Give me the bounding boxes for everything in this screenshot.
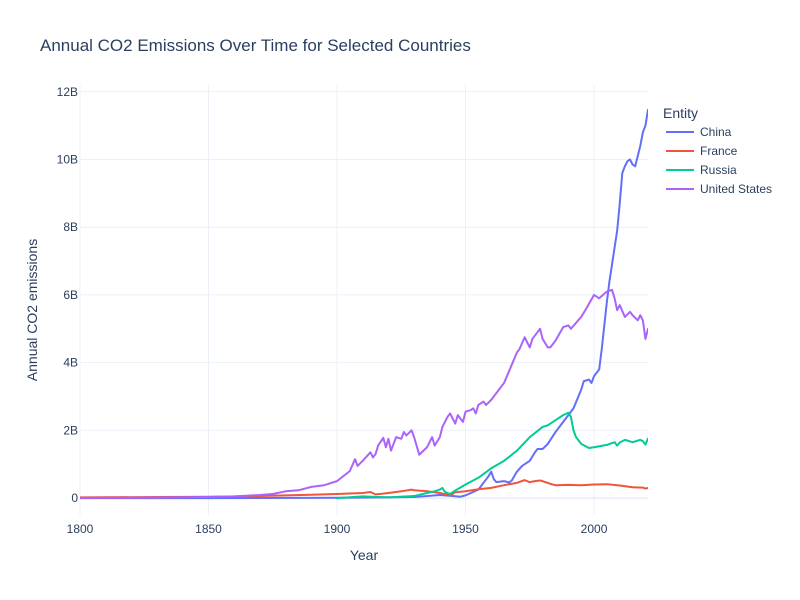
legend-item-france[interactable]: France [666, 144, 738, 158]
y-tick-label: 4B [63, 356, 78, 370]
series-line-united-states[interactable] [80, 288, 648, 499]
y-tick-label: 10B [57, 152, 78, 166]
y-tick-label: 8B [63, 220, 78, 234]
legend[interactable]: Entity China France Russia United States [663, 105, 772, 196]
legend-label: United States [700, 182, 772, 196]
y-tick-label: 12B [57, 85, 78, 99]
series-line-france[interactable] [80, 479, 648, 499]
y-tick-label: 2B [63, 423, 78, 437]
legend-label: France [700, 144, 738, 158]
x-tick-label: 1850 [195, 522, 222, 536]
legend-item-russia[interactable]: Russia [666, 163, 737, 177]
y-axis: 0 2B 4B 6B 8B 10B 12B [57, 85, 79, 505]
legend-label: China [700, 125, 732, 139]
y-tick-label: 6B [63, 288, 78, 302]
plot-area[interactable] [80, 108, 648, 500]
chart-title: Annual CO2 Emissions Over Time for Selec… [40, 36, 471, 55]
legend-item-united-states[interactable]: United States [666, 182, 772, 196]
legend-title: Entity [663, 105, 698, 121]
series-line-china[interactable] [80, 108, 648, 500]
x-tick-label: 1950 [452, 522, 479, 536]
x-axis: 1800 1850 1900 1950 2000 [67, 522, 608, 536]
x-axis-title: Year [350, 547, 379, 563]
x-tick-label: 1900 [324, 522, 351, 536]
y-axis-title: Annual CO2 emissions [24, 239, 40, 381]
legend-item-china[interactable]: China [666, 125, 732, 139]
y-tick-label: 0 [71, 491, 78, 505]
x-tick-label: 1800 [67, 522, 94, 536]
x-tick-label: 2000 [581, 522, 608, 536]
series-line-russia[interactable] [336, 411, 648, 500]
legend-label: Russia [700, 163, 737, 177]
